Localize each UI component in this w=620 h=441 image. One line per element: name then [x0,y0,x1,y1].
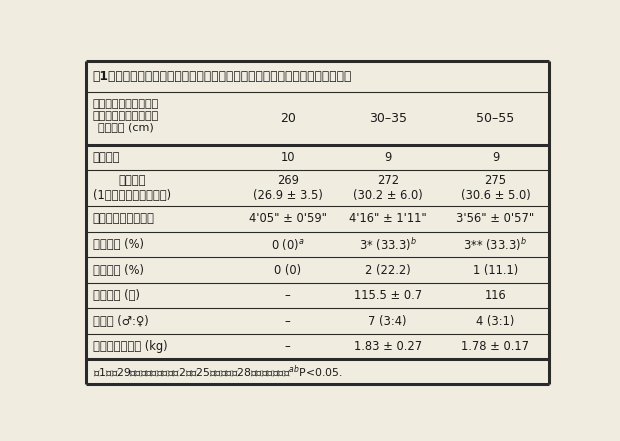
Text: 115.5 ± 0.7: 115.5 ± 0.7 [353,289,422,302]
Text: 269
(26.9 ± 3.5): 269 (26.9 ± 3.5) [253,174,322,202]
Text: 分娩頭数 (%): 分娩頭数 (%) [93,264,144,277]
Text: 0 (0): 0 (0) [274,264,301,277]
Text: 272
(30.2 ± 6.0): 272 (30.2 ± 6.0) [353,174,423,202]
Text: ガイドカテーテル先端
からの内側カテーテル
の挿入長 (cm): ガイドカテーテル先端 からの内側カテーテル の挿入長 (cm) [93,99,159,132]
Text: 2 (22.2): 2 (22.2) [365,264,410,277]
Text: 50–55: 50–55 [476,112,515,125]
Text: 4'16" ± 1'11": 4'16" ± 1'11" [349,213,427,225]
Text: 4 (3:1): 4 (3:1) [476,314,515,328]
Text: ＊1頭は29日目に流産．　＊＊2頭は25日目および28日目に流産．　$^{ab}$P<0.05.: ＊1頭は29日目に流産． ＊＊2頭は25日目および28日目に流産． $^{ab}… [93,363,342,380]
Text: 1.78 ± 0.17: 1.78 ± 0.17 [461,340,529,353]
Text: –: – [285,340,291,353]
Text: 30–35: 30–35 [369,112,407,125]
Text: 1 (11.1): 1 (11.1) [473,264,518,277]
Text: 275
(30.6 ± 5.0): 275 (30.6 ± 5.0) [461,174,530,202]
Text: 移植にかかった時間: 移植にかかった時間 [93,213,155,225]
Text: 3* (33.3)$^{b}$: 3* (33.3)$^{b}$ [358,236,417,253]
Text: 3'56" ± 0'57": 3'56" ± 0'57" [456,213,534,225]
Text: 表1　カテーテル挿入長が体外生産胚の非外科的移植の受胎成績に及ぼす影響: 表1 カテーテル挿入長が体外生産胚の非外科的移植の受胎成績に及ぼす影響 [92,70,352,83]
Text: 0 (0)$^{a}$: 0 (0)$^{a}$ [271,237,304,252]
Text: 産子数 (♂:♀): 産子数 (♂:♀) [93,314,149,328]
Text: 移植胚数
(1頭あたりの移植胚数): 移植胚数 (1頭あたりの移植胚数) [93,174,171,202]
Text: –: – [285,289,291,302]
Text: 10: 10 [280,151,295,164]
Text: 妊娠頭数 (%): 妊娠頭数 (%) [93,238,144,251]
Text: 4'05" ± 0'59": 4'05" ± 0'59" [249,213,327,225]
Text: 産子の生時体重 (kg): 産子の生時体重 (kg) [93,340,167,353]
Text: –: – [285,314,291,328]
Text: 7 (3:4): 7 (3:4) [368,314,407,328]
Text: 9: 9 [384,151,391,164]
Text: 9: 9 [492,151,499,164]
Text: 20: 20 [280,112,296,125]
Text: 妊娠日数 (日): 妊娠日数 (日) [93,289,140,302]
Text: 116: 116 [484,289,507,302]
Text: 3** (33.3)$^{b}$: 3** (33.3)$^{b}$ [463,236,528,253]
Text: 移植頭数: 移植頭数 [93,151,120,164]
Text: 1.83 ± 0.27: 1.83 ± 0.27 [353,340,422,353]
